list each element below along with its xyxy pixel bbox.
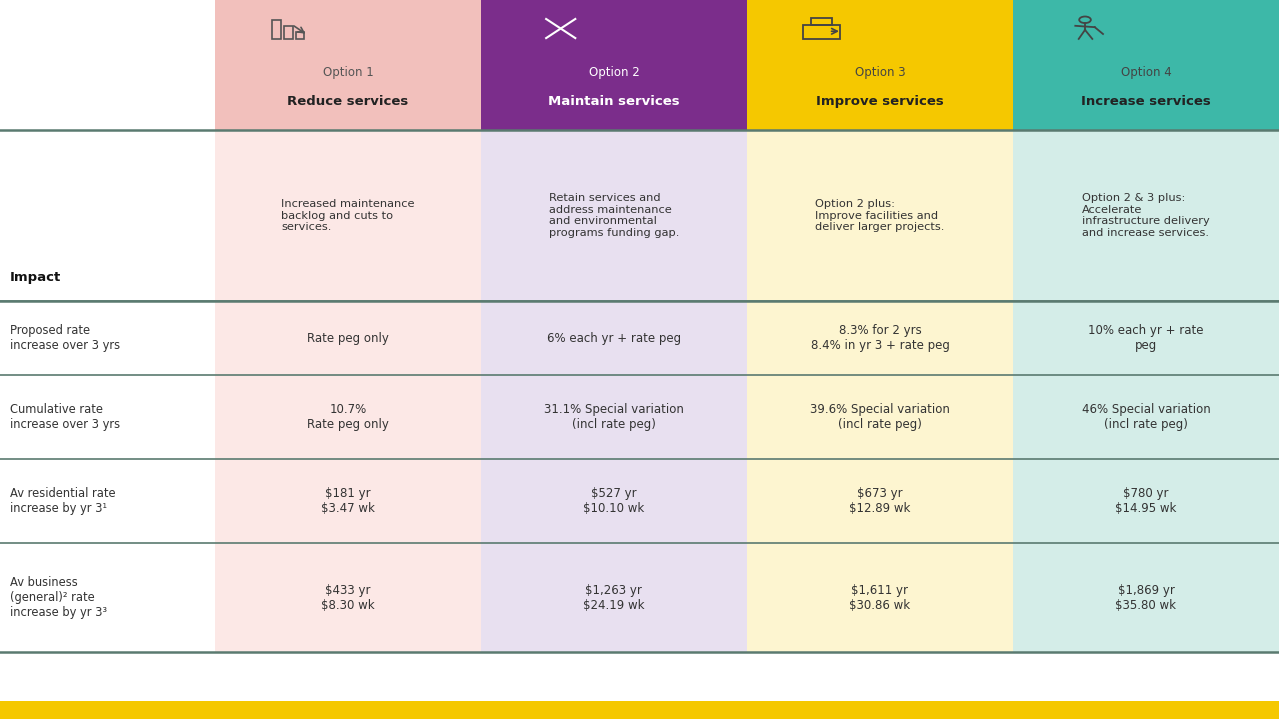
Text: $780 yr
$14.95 wk: $780 yr $14.95 wk (1115, 487, 1177, 516)
FancyBboxPatch shape (481, 375, 747, 459)
FancyBboxPatch shape (747, 459, 1013, 544)
FancyBboxPatch shape (215, 301, 481, 375)
Text: Option 2 & 3 plus:
Accelerate
infrastructure delivery
and increase services.: Option 2 & 3 plus: Accelerate infrastruc… (1082, 193, 1210, 238)
Text: Increased maintenance
backlog and cuts to
services.: Increased maintenance backlog and cuts t… (281, 199, 414, 232)
FancyBboxPatch shape (481, 301, 747, 375)
FancyBboxPatch shape (215, 544, 481, 652)
Text: Option 1: Option 1 (322, 66, 373, 79)
FancyBboxPatch shape (1013, 129, 1279, 301)
Text: Cumulative rate
increase over 3 yrs: Cumulative rate increase over 3 yrs (10, 403, 120, 431)
Text: Rate peg only: Rate peg only (307, 331, 389, 344)
Text: 31.1% Special variation
(incl rate peg): 31.1% Special variation (incl rate peg) (544, 403, 684, 431)
Text: Option 3: Option 3 (854, 66, 906, 79)
Text: 8.3% for 2 yrs
8.4% in yr 3 + rate peg: 8.3% for 2 yrs 8.4% in yr 3 + rate peg (811, 324, 949, 352)
FancyBboxPatch shape (481, 0, 747, 129)
FancyBboxPatch shape (215, 459, 481, 544)
Text: Increase services: Increase services (1081, 95, 1211, 108)
Text: $1,869 yr
$35.80 wk: $1,869 yr $35.80 wk (1115, 584, 1177, 612)
Text: Improve services: Improve services (816, 95, 944, 108)
FancyBboxPatch shape (1013, 301, 1279, 375)
Text: $181 yr
$3.47 wk: $181 yr $3.47 wk (321, 487, 375, 516)
Text: Av residential rate
increase by yr 3¹: Av residential rate increase by yr 3¹ (10, 487, 116, 516)
FancyBboxPatch shape (481, 544, 747, 652)
FancyBboxPatch shape (1013, 459, 1279, 544)
FancyBboxPatch shape (481, 129, 747, 301)
FancyBboxPatch shape (1013, 375, 1279, 459)
Text: Impact: Impact (10, 271, 61, 284)
Bar (811, 17, 833, 25)
Text: Option 2 plus:
Improve facilities and
deliver larger projects.: Option 2 plus: Improve facilities and de… (815, 199, 945, 232)
Text: Option 2: Option 2 (588, 66, 640, 79)
Text: Retain services and
address maintenance
and environmental
programs funding gap.: Retain services and address maintenance … (549, 193, 679, 238)
FancyBboxPatch shape (215, 129, 481, 301)
FancyBboxPatch shape (747, 301, 1013, 375)
Bar (803, 25, 840, 39)
Text: 10.7%
Rate peg only: 10.7% Rate peg only (307, 403, 389, 431)
Text: Maintain services: Maintain services (549, 95, 679, 108)
FancyBboxPatch shape (747, 129, 1013, 301)
FancyBboxPatch shape (747, 375, 1013, 459)
Text: Reduce services: Reduce services (288, 95, 408, 108)
Text: 10% each yr + rate
peg: 10% each yr + rate peg (1088, 324, 1204, 352)
Text: $433 yr
$8.30 wk: $433 yr $8.30 wk (321, 584, 375, 612)
Text: 46% Special variation
(incl rate peg): 46% Special variation (incl rate peg) (1082, 403, 1210, 431)
Text: $1,611 yr
$30.86 wk: $1,611 yr $30.86 wk (849, 584, 911, 612)
FancyBboxPatch shape (1013, 544, 1279, 652)
FancyBboxPatch shape (215, 0, 481, 129)
FancyBboxPatch shape (747, 544, 1013, 652)
Text: Option 4: Option 4 (1120, 66, 1172, 79)
FancyBboxPatch shape (1013, 0, 1279, 129)
FancyBboxPatch shape (747, 0, 1013, 129)
Text: 39.6% Special variation
(incl rate peg): 39.6% Special variation (incl rate peg) (810, 403, 950, 431)
Text: $527 yr
$10.10 wk: $527 yr $10.10 wk (583, 487, 645, 516)
Bar (284, 27, 293, 40)
Text: Proposed rate
increase over 3 yrs: Proposed rate increase over 3 yrs (10, 324, 120, 352)
Text: $673 yr
$12.89 wk: $673 yr $12.89 wk (849, 487, 911, 516)
FancyBboxPatch shape (215, 375, 481, 459)
FancyBboxPatch shape (0, 701, 1279, 719)
FancyBboxPatch shape (0, 0, 215, 701)
Text: 6% each yr + rate peg: 6% each yr + rate peg (547, 331, 680, 344)
Bar (272, 20, 281, 40)
FancyBboxPatch shape (481, 459, 747, 544)
Bar (295, 32, 304, 40)
Text: $1,263 yr
$24.19 wk: $1,263 yr $24.19 wk (583, 584, 645, 612)
Text: Av business
(general)² rate
increase by yr 3³: Av business (general)² rate increase by … (10, 576, 107, 619)
